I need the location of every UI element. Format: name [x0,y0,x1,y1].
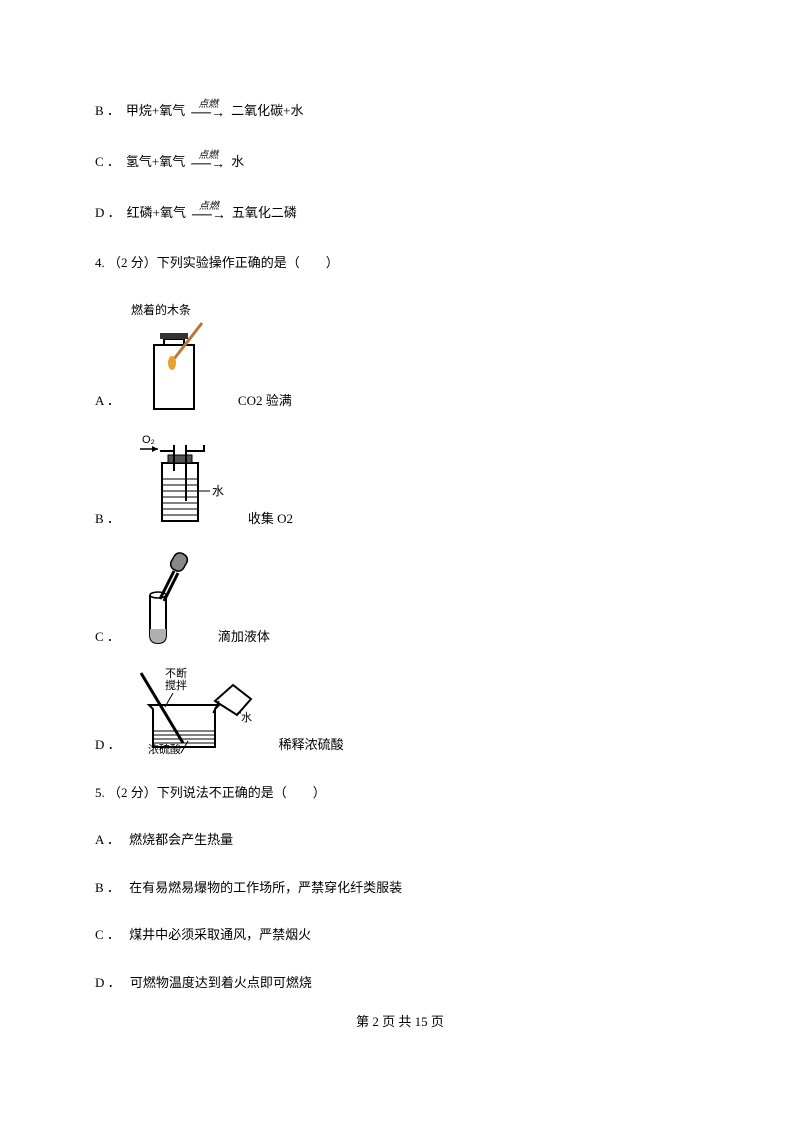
option-label: C ． [95,927,120,942]
option-label: D ． [95,203,121,223]
q5-option-c: C ． 煤井中必须采取通风，严禁烟火 [95,925,705,945]
svg-text:水: 水 [241,711,252,724]
page-content: B ． 甲烷+氧气 点燃 ──→ 二氧化碳+水 C ． 氢气+氧气 点燃 ──→… [0,0,800,1072]
q3-option-c: C ． 氢气+氧气 点燃 ──→ 水 [95,151,705,172]
option-label: A ． [95,832,120,847]
q5-stem: 5. （2 分）下列说法不正确的是（ ） [95,783,705,803]
q4b-caption: 收集 O2 [248,509,293,529]
reaction-arrow: 点燃 ──→ [191,100,225,121]
option-label: B ． [95,509,120,529]
q4a-img-caption: 燃着的木条 [131,301,705,319]
q4-option-d: D ． 不断 [95,665,705,755]
option-label: D ． [95,975,121,990]
q4a-caption: CO2 验满 [238,391,292,411]
svg-text:搅拌: 搅拌 [165,678,187,692]
q4-option-c: C ． 滴加液体 [95,547,705,647]
reaction-lhs: 甲烷+氧气 [126,101,185,121]
q4c-caption: 滴加液体 [218,627,270,647]
q4-option-b: B ． O₂ [95,429,705,529]
q4d-diagram: 不断 搅拌 水 浓硫酸 [133,665,263,755]
reaction-rhs: 水 [231,152,244,172]
reaction-arrow: 点燃 ──→ [192,202,226,223]
q5-option-d: D ． 可燃物温度达到着火点即可燃烧 [95,973,705,993]
svg-text:浓硫酸: 浓硫酸 [148,742,181,755]
q5-option-a: A ． 燃烧都会产生热量 [95,830,705,850]
reaction-lhs: 红磷+氧气 [127,203,186,223]
arrow-icon: ──→ [191,158,225,172]
q3-option-d: D ． 红磷+氧气 点燃 ──→ 五氧化二磷 [95,202,705,223]
reaction-lhs: 氢气+氧气 [126,152,185,172]
option-label: C ． [95,627,120,647]
arrow-icon: ──→ [191,107,225,121]
svg-text:不断: 不断 [165,666,187,680]
reaction-rhs: 五氧化二磷 [232,203,297,223]
q4b-diagram: O₂ [132,429,232,529]
svg-text:水: 水 [212,484,224,498]
option-label: A ． [95,391,120,411]
option-label: D ． [95,735,121,755]
option-text: 燃烧都会产生热量 [129,832,233,847]
reaction-rhs: 二氧化碳+水 [231,101,303,121]
option-label: B ． [95,880,120,895]
q5-option-b: B ． 在有易燃易爆物的工作场所，严禁穿化纤类服装 [95,878,705,898]
q3-option-b: B ． 甲烷+氧气 点燃 ──→ 二氧化碳+水 [95,100,705,121]
page-footer: 第 2 页 共 15 页 [95,1012,705,1032]
q4c-diagram [132,547,202,647]
q4d-caption: 稀释浓硫酸 [279,735,344,755]
o2-label: O₂ [142,434,155,446]
option-text: 煤井中必须采取通风，严禁烟火 [129,927,311,942]
option-label: B ． [95,101,120,121]
q4-stem: 4. （2 分）下列实验操作正确的是（ ） [95,253,705,273]
q4-option-a: 燃着的木条 A ． CO2 验满 [95,301,705,411]
option-text: 可燃物温度达到着火点即可燃烧 [130,975,312,990]
reaction-arrow: 点燃 ──→ [191,151,225,172]
option-text: 在有易燃易爆物的工作场所，严禁穿化纤类服装 [129,880,402,895]
option-label: C ． [95,152,120,172]
q4a-diagram [132,321,222,411]
arrow-icon: ──→ [192,209,226,223]
